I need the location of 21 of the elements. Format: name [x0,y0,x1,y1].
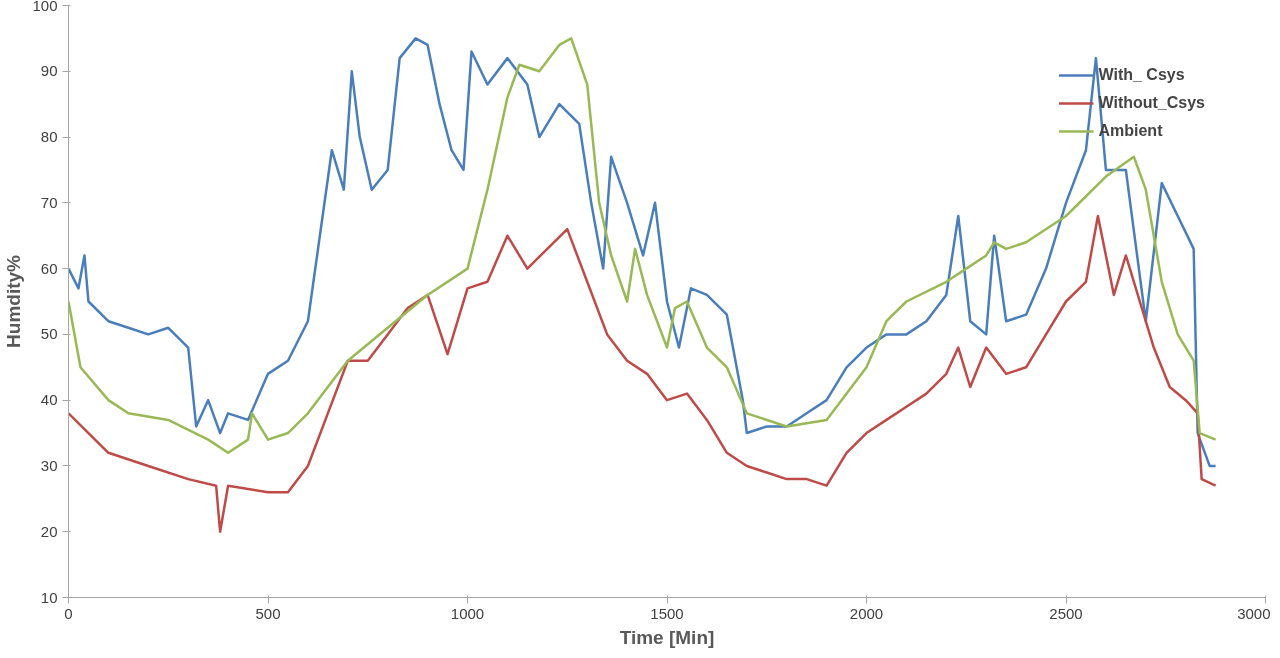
y-tick-label: 90 [40,62,58,80]
y-axis-title: Humdity% [3,254,25,348]
x-tick-label: 1000 [450,604,485,622]
y-tick-label: 80 [40,128,58,146]
x-tick-label: 2000 [849,604,884,622]
y-tick-label: 30 [40,456,58,474]
y-tick-label: 20 [40,522,58,540]
y-tick-label: 70 [40,193,58,211]
y-tick-label: 10 [40,588,58,606]
x-tick-label: 1500 [650,604,684,622]
y-tick-label: 60 [40,259,58,277]
x-tick-label: 500 [255,604,281,622]
x-tick-label: 2500 [1049,604,1083,622]
y-tick-label: 50 [40,325,58,343]
y-tick-label: 40 [40,391,58,409]
legend-label: With_ Csys [1098,66,1185,84]
y-tick-label: 100 [32,0,58,14]
x-axis-title: Time [Min] [619,626,715,648]
x-tick-label: 0 [64,604,73,622]
x-tick-label: 3000 [1237,604,1271,622]
line-series [68,214,1217,533]
